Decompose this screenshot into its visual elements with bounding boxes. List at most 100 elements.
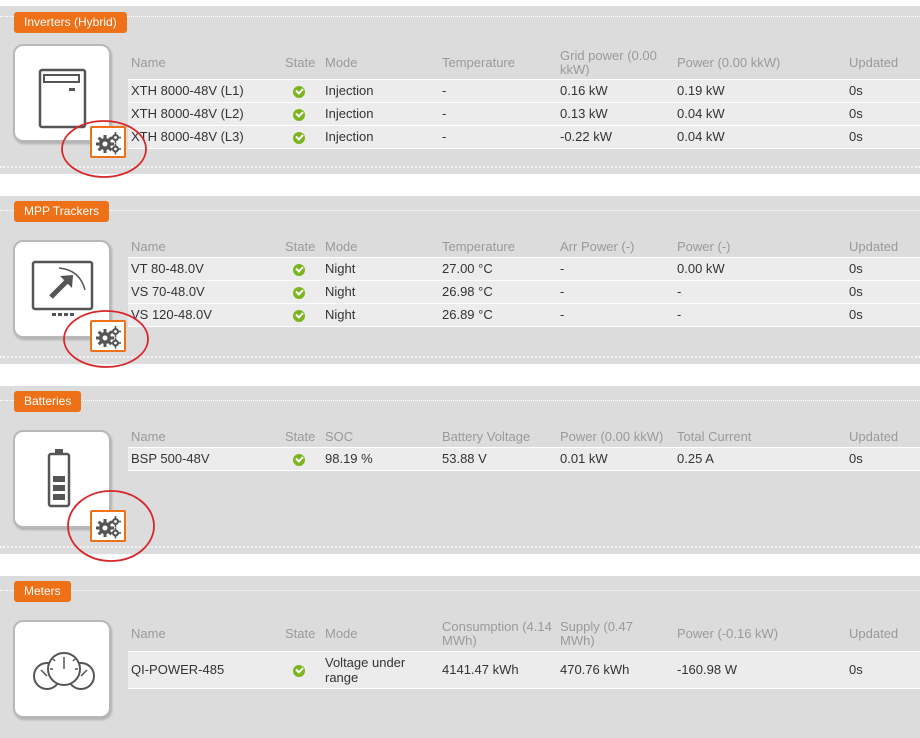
- column-header-mode: Mode: [325, 238, 358, 254]
- inverters-section: Inverters (Hybrid): [0, 6, 920, 178]
- device-arr-power: -: [557, 280, 674, 304]
- column-header-temperature: Temperature: [442, 238, 515, 254]
- device-grid-power: -0.22 kW: [557, 125, 674, 149]
- status-ok-icon: [293, 263, 305, 276]
- mpp-settings-button[interactable]: [90, 320, 126, 352]
- device-soc: 98.19 %: [322, 446, 439, 471]
- device-temperature: 27.00 °C: [439, 256, 557, 281]
- battery-icon: [47, 449, 71, 508]
- column-header-soc: SOC: [325, 428, 354, 444]
- gears-icon: [96, 326, 121, 349]
- device-updated: 0s: [846, 256, 920, 281]
- device-name[interactable]: VT 80-48.0V: [128, 256, 282, 281]
- device-updated: 0s: [846, 280, 920, 304]
- device-temperature: -: [439, 125, 557, 149]
- column-header-state: State: [285, 625, 316, 641]
- device-updated: 0s: [846, 125, 920, 149]
- column-header-updated: Updated: [849, 238, 899, 254]
- mpp-device-card[interactable]: [13, 240, 111, 338]
- device-name[interactable]: VS 70-48.0V: [128, 280, 282, 304]
- gauges-icon: [33, 652, 95, 690]
- mpp-trackers-table: Name State Mode Temperature Arr Power (-…: [128, 237, 920, 327]
- status-ok-icon: [293, 664, 305, 677]
- section-divider: [0, 166, 920, 168]
- column-header-arr-power: Arr Power (-): [560, 238, 635, 254]
- section-divider: [0, 210, 920, 211]
- device-consumption: 4141.47 kWh: [439, 650, 557, 689]
- meter-device-card[interactable]: [13, 620, 111, 718]
- status-ok-icon: [293, 85, 305, 98]
- column-header-battery-voltage: Battery Voltage: [442, 428, 531, 444]
- device-updated: 0s: [846, 446, 920, 471]
- battery-settings-button[interactable]: [90, 510, 126, 542]
- device-mode: Injection: [322, 125, 439, 149]
- section-divider: [0, 400, 920, 401]
- status-ok-icon: [293, 309, 305, 322]
- column-header-updated: Updated: [849, 625, 899, 641]
- device-power: -: [674, 303, 846, 327]
- batteries-tab[interactable]: Batteries: [14, 391, 82, 412]
- device-power: 0.04 kW: [674, 125, 846, 149]
- column-header-mode: Mode: [325, 625, 358, 641]
- table-row[interactable]: XTH 8000-48V (L3) Injection - -0.22 kW 0…: [128, 125, 920, 149]
- table-row[interactable]: QI-POWER-485 Voltage under range 4141.47…: [128, 650, 920, 689]
- table-row[interactable]: VS 70-48.0V Night 26.98 °C - - 0s: [128, 280, 920, 304]
- column-header-name: Name: [131, 428, 166, 444]
- device-temperature: 26.98 °C: [439, 280, 557, 304]
- column-header-updated: Updated: [849, 428, 899, 444]
- table-row[interactable]: VT 80-48.0V Night 27.00 °C - 0.00 kW 0s: [128, 256, 920, 281]
- column-header-name: Name: [131, 625, 166, 641]
- device-power: 0.19 kW: [674, 78, 846, 103]
- column-header-name: Name: [131, 54, 166, 70]
- column-header-state: State: [285, 54, 316, 70]
- device-name[interactable]: XTH 8000-48V (L1): [128, 78, 282, 103]
- inverters-tab[interactable]: Inverters (Hybrid): [14, 12, 127, 33]
- batteries-table: Name State SOC Battery Voltage Power (0.…: [128, 427, 920, 471]
- inverters-table: Name State Mode Temperature Grid power (…: [128, 47, 920, 149]
- table-row[interactable]: XTH 8000-48V (L1) Injection - 0.16 kW 0.…: [128, 78, 920, 103]
- device-updated: 0s: [846, 303, 920, 327]
- status-ok-icon: [293, 286, 305, 299]
- batteries-section: Batteries: [0, 386, 920, 562]
- meters-tab[interactable]: Meters: [14, 581, 71, 602]
- meters-table: Name State Mode Consumption (4.14 MWh) S…: [128, 617, 920, 689]
- device-temperature: -: [439, 102, 557, 126]
- device-name[interactable]: XTH 8000-48V (L2): [128, 102, 282, 126]
- mpp-trackers-section: MPP Trackers: [0, 196, 920, 368]
- device-arr-power: -: [557, 256, 674, 281]
- column-header-power: Power (-): [677, 238, 731, 254]
- status-ok-icon: [293, 108, 305, 121]
- device-mode: Night: [322, 256, 439, 281]
- mpp-trackers-tab[interactable]: MPP Trackers: [14, 201, 110, 222]
- section-divider: [0, 546, 920, 548]
- column-header-temperature: Temperature: [442, 54, 515, 70]
- device-mode: Injection: [322, 102, 439, 126]
- inverter-settings-button[interactable]: [90, 126, 126, 158]
- device-temperature: -: [439, 78, 557, 103]
- device-mode: Injection: [322, 78, 439, 103]
- device-grid-power: 0.16 kW: [557, 78, 674, 103]
- meters-section: Meters Name State Mode Cons: [0, 576, 920, 738]
- inverter-device-icon: [38, 68, 87, 129]
- column-header-mode: Mode: [325, 54, 358, 70]
- device-voltage: 53.88 V: [439, 446, 557, 471]
- device-name[interactable]: BSP 500-48V: [128, 446, 282, 471]
- device-name[interactable]: XTH 8000-48V (L3): [128, 125, 282, 149]
- column-header-total-current: Total Current: [677, 428, 752, 444]
- device-updated: 0s: [846, 78, 920, 103]
- device-temperature: 26.89 °C: [439, 303, 557, 327]
- column-header-power: Power (0.00 kkW): [677, 54, 781, 70]
- device-power: -: [674, 280, 846, 304]
- device-mode: Night: [322, 280, 439, 304]
- device-name[interactable]: QI-POWER-485: [128, 650, 282, 689]
- column-header-updated: Updated: [849, 54, 899, 70]
- device-name[interactable]: VS 120-48.0V: [128, 303, 282, 327]
- table-row[interactable]: VS 120-48.0V Night 26.89 °C - - 0s: [128, 303, 920, 327]
- device-current: 0.25 A: [674, 446, 846, 471]
- table-row[interactable]: BSP 500-48V 98.19 % 53.88 V 0.01 kW 0.25…: [128, 446, 920, 471]
- device-mode: Night: [322, 303, 439, 327]
- table-row[interactable]: XTH 8000-48V (L2) Injection - 0.13 kW 0.…: [128, 102, 920, 126]
- column-header-power: Power (-0.16 kW): [677, 625, 779, 641]
- column-header-state: State: [285, 428, 316, 444]
- column-header-name: Name: [131, 238, 166, 254]
